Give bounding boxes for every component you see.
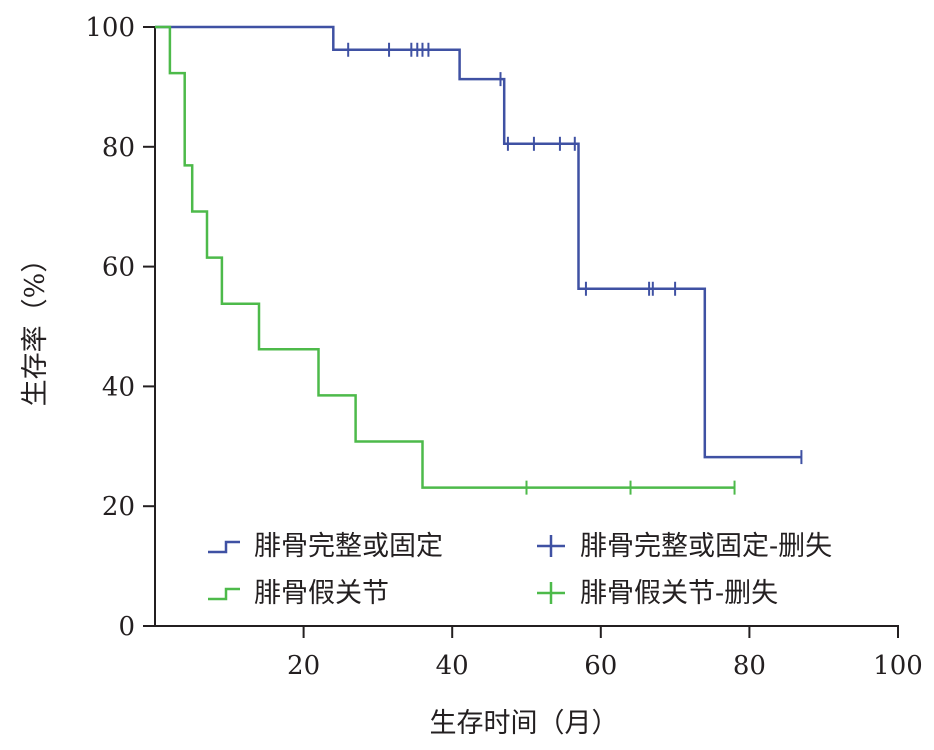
x-tick-label-20: 20 [287,651,320,681]
y-tick-label-40: 40 [102,372,135,402]
legend-line-icon-1 [208,587,240,601]
x-axis-title: 生存时间（月） [430,708,619,739]
y-tick-label-20: 20 [102,492,135,522]
y-tick-label-0: 0 [118,612,135,642]
legend-censor-label-0: 腓骨完整或固定-删失 [580,531,832,562]
series-line-0 [155,25,802,459]
y-tick-label-80: 80 [102,133,135,163]
axes: 0 20 40 60 80 100 20 40 60 80 100 [85,13,922,681]
x-tick-label-40: 40 [436,651,469,681]
legend-line-icon-0 [208,540,240,554]
y-tick-label-100: 100 [85,13,135,43]
x-tick-label-60: 60 [584,651,617,681]
series-layer [155,25,803,495]
y-axis-title: 生存率（%） [20,246,51,407]
legend-label-1: 腓骨假关节 [254,578,389,609]
legend-censor-label-1: 腓骨假关节-删失 [580,578,778,609]
x-tick-label-80: 80 [733,651,766,681]
y-tick-label-60: 60 [102,253,135,283]
series-line-1 [155,25,735,489]
legend-label-0: 腓骨完整或固定 [254,531,443,562]
x-tick-label-100: 100 [873,651,923,681]
